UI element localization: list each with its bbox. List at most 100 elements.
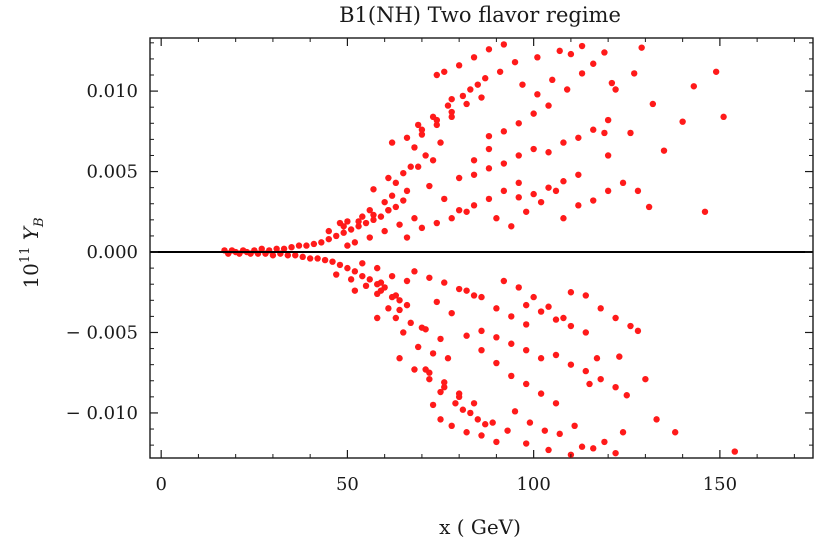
data-point xyxy=(444,355,452,362)
data-point xyxy=(500,128,508,135)
data-point xyxy=(511,58,519,66)
data-point xyxy=(612,314,619,322)
data-point xyxy=(344,218,351,225)
data-point xyxy=(299,253,306,261)
data-point xyxy=(567,322,575,330)
y-tick-label: 0.000 xyxy=(86,242,138,263)
data-point xyxy=(403,187,411,195)
y-axis-ticks: − 0.010 − 0.005 0.000 0.005 0.010 xyxy=(66,42,813,446)
data-point xyxy=(563,86,571,93)
data-point xyxy=(530,190,537,198)
data-point xyxy=(374,314,381,322)
data-point xyxy=(508,340,515,347)
data-point xyxy=(433,298,441,306)
data-point xyxy=(448,113,455,121)
data-point xyxy=(731,448,738,455)
data-point xyxy=(552,351,560,359)
data-point xyxy=(303,242,310,249)
data-point xyxy=(403,277,411,285)
data-point xyxy=(336,261,344,269)
data-point xyxy=(493,359,500,367)
data-point xyxy=(485,195,493,203)
data-point xyxy=(396,297,403,304)
data-point xyxy=(485,145,493,153)
data-point xyxy=(444,102,452,109)
data-point xyxy=(351,287,359,294)
data-point xyxy=(571,422,578,430)
data-point xyxy=(459,92,467,100)
data-point xyxy=(448,215,455,222)
data-point xyxy=(534,54,541,61)
data-point xyxy=(329,258,336,265)
data-point xyxy=(273,245,280,253)
data-point xyxy=(396,355,403,362)
x-tick-label: 150 xyxy=(703,474,737,495)
data-point xyxy=(474,81,481,88)
data-point xyxy=(556,47,563,55)
data-point xyxy=(418,224,426,232)
data-point xyxy=(508,313,515,320)
data-point xyxy=(496,68,504,75)
data-point xyxy=(474,416,481,423)
x-axis-ticks: 0 50 100 150 xyxy=(155,38,795,495)
data-point xyxy=(515,120,522,127)
data-point xyxy=(441,68,448,75)
data-point xyxy=(478,327,485,335)
data-point xyxy=(515,284,522,291)
data-point xyxy=(370,186,377,193)
data-point xyxy=(526,419,534,426)
y-label-base: 10 xyxy=(19,263,43,288)
data-point xyxy=(493,334,500,341)
data-point xyxy=(552,316,560,323)
data-point xyxy=(597,375,604,383)
data-point xyxy=(314,255,321,262)
data-point xyxy=(400,169,407,177)
data-point xyxy=(560,215,567,222)
data-point xyxy=(437,388,444,396)
data-point xyxy=(522,440,530,447)
data-point xyxy=(485,132,493,140)
data-point xyxy=(429,401,437,409)
data-point xyxy=(370,216,377,224)
data-point xyxy=(463,287,470,294)
data-point xyxy=(448,422,455,430)
data-point xyxy=(500,160,508,167)
data-point xyxy=(604,187,612,195)
data-point xyxy=(720,113,727,121)
data-point xyxy=(377,213,385,220)
data-point xyxy=(530,110,537,117)
data-point xyxy=(455,285,463,293)
data-point xyxy=(463,332,470,339)
data-point xyxy=(701,208,709,215)
data-point xyxy=(448,95,455,103)
y-axis-label: 1011 YB xyxy=(18,217,47,288)
data-point xyxy=(318,239,325,246)
data-point xyxy=(712,68,720,75)
data-point xyxy=(414,343,422,351)
data-point xyxy=(604,116,612,124)
data-point xyxy=(344,242,351,249)
data-point xyxy=(448,108,455,116)
data-point xyxy=(388,192,396,199)
data-point xyxy=(530,293,537,301)
data-point xyxy=(582,367,589,375)
data-point xyxy=(482,75,489,82)
data-point xyxy=(545,184,552,191)
data-point xyxy=(392,203,400,211)
data-point xyxy=(455,174,463,182)
data-point xyxy=(590,445,597,452)
data-point xyxy=(508,372,515,380)
data-point xyxy=(493,305,500,312)
data-point xyxy=(485,165,493,172)
data-point xyxy=(638,44,645,51)
data-point xyxy=(377,279,385,286)
y-label-symbol: Y xyxy=(19,225,43,240)
data-point xyxy=(478,346,485,354)
data-point xyxy=(433,219,441,227)
data-point xyxy=(470,400,478,407)
data-point xyxy=(455,393,463,401)
data-point xyxy=(590,126,597,133)
data-point xyxy=(258,245,265,253)
data-point xyxy=(541,427,549,434)
